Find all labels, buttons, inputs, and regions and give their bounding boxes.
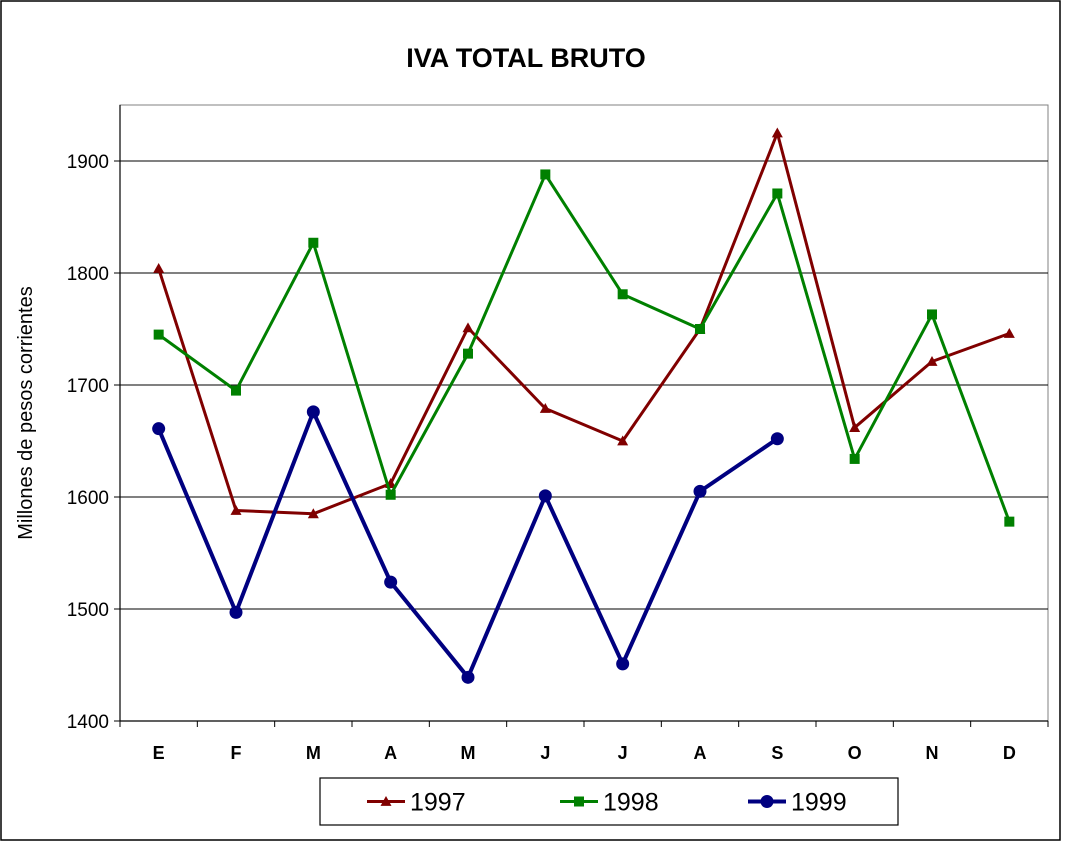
data-point-1999 — [693, 484, 707, 498]
data-point-1998 — [385, 489, 396, 500]
data-point-1997 — [849, 422, 861, 432]
data-point-1998 — [695, 324, 705, 334]
x-tick-label: A — [694, 743, 707, 763]
data-point-1999 — [461, 670, 475, 684]
legend-label: 1997 — [410, 789, 466, 817]
legend-marker — [574, 796, 584, 807]
data-point-1998 — [849, 453, 860, 464]
data-point-1997 — [307, 508, 319, 519]
y-tick-label: 1700 — [67, 376, 109, 397]
x-tick-label: S — [771, 743, 783, 763]
data-point-1999 — [152, 422, 166, 436]
y-tick-label: 1800 — [67, 264, 109, 285]
data-point-1998 — [540, 169, 551, 180]
chart-title: IVA TOTAL BRUTO — [406, 43, 646, 73]
x-tick-label: M — [461, 743, 476, 763]
data-point-1998 — [772, 188, 783, 199]
legend: 1997 1998 1999 — [319, 777, 899, 826]
data-point-1998 — [231, 385, 241, 396]
legend-label: 1999 — [791, 789, 847, 817]
x-tick-label: F — [231, 743, 242, 763]
y-axis-label: Millones de pesos corrientes — [15, 286, 37, 539]
legend-label: 1998 — [603, 789, 659, 817]
y-tick-label: 1500 — [67, 600, 109, 621]
y-tick-label: 1600 — [67, 488, 109, 509]
series-line-1997 — [157, 131, 1010, 516]
data-point-1997 — [230, 504, 242, 515]
data-point-1998 — [1004, 516, 1015, 527]
series-line-1998 — [157, 172, 1011, 523]
data-point-1997 — [617, 435, 629, 446]
legend-marker — [760, 795, 774, 808]
data-point-1997 — [153, 263, 165, 273]
x-tick-label: N — [926, 743, 939, 763]
data-point-1999 — [538, 489, 552, 503]
x-tick-label: D — [1003, 743, 1016, 763]
x-tick-label: A — [384, 743, 397, 763]
x-tick-label: E — [153, 743, 165, 763]
data-point-1997 — [926, 355, 938, 366]
data-point-1998 — [463, 348, 473, 359]
data-point-1998 — [153, 329, 164, 340]
x-tick-label: O — [848, 743, 862, 763]
legend-marker — [380, 796, 392, 806]
data-point-1997 — [539, 403, 551, 413]
y-tick-label: 1900 — [67, 152, 109, 173]
data-point-1998 — [617, 289, 628, 300]
data-point-1998 — [308, 237, 319, 248]
data-point-1997 — [771, 127, 783, 138]
data-point-1997 — [1003, 327, 1015, 338]
x-tick-label: M — [306, 743, 321, 763]
legend-box — [319, 777, 899, 826]
data-point-1997 — [462, 322, 474, 333]
x-tick-label: J — [618, 743, 628, 763]
data-point-1998 — [927, 309, 937, 320]
data-point-1999 — [229, 605, 243, 619]
data-point-1999 — [616, 657, 630, 671]
y-tick-label: 1400 — [67, 712, 109, 733]
data-point-1999 — [306, 405, 320, 419]
plot-area: 1400 1500 1600 1700 1800 1900 E F M A M J J A S O N D — [67, 104, 1049, 763]
data-point-1999 — [770, 432, 784, 446]
x-tick-label: J — [540, 743, 550, 763]
data-point-1999 — [384, 575, 398, 589]
